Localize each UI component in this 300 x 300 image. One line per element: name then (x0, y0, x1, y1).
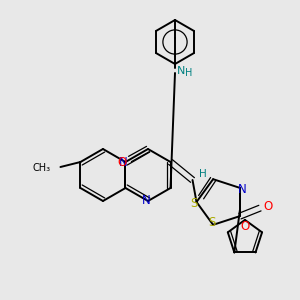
Text: O: O (240, 220, 250, 233)
Text: N: N (142, 194, 150, 206)
Text: N: N (238, 183, 246, 196)
Text: N: N (177, 66, 185, 76)
Text: H: H (199, 169, 206, 179)
Text: CH₃: CH₃ (32, 163, 50, 173)
Text: S: S (208, 216, 216, 229)
Text: O: O (117, 155, 127, 169)
Text: S: S (190, 197, 198, 210)
Text: O: O (263, 200, 273, 213)
Text: N: N (119, 157, 128, 169)
Text: H: H (185, 68, 193, 78)
